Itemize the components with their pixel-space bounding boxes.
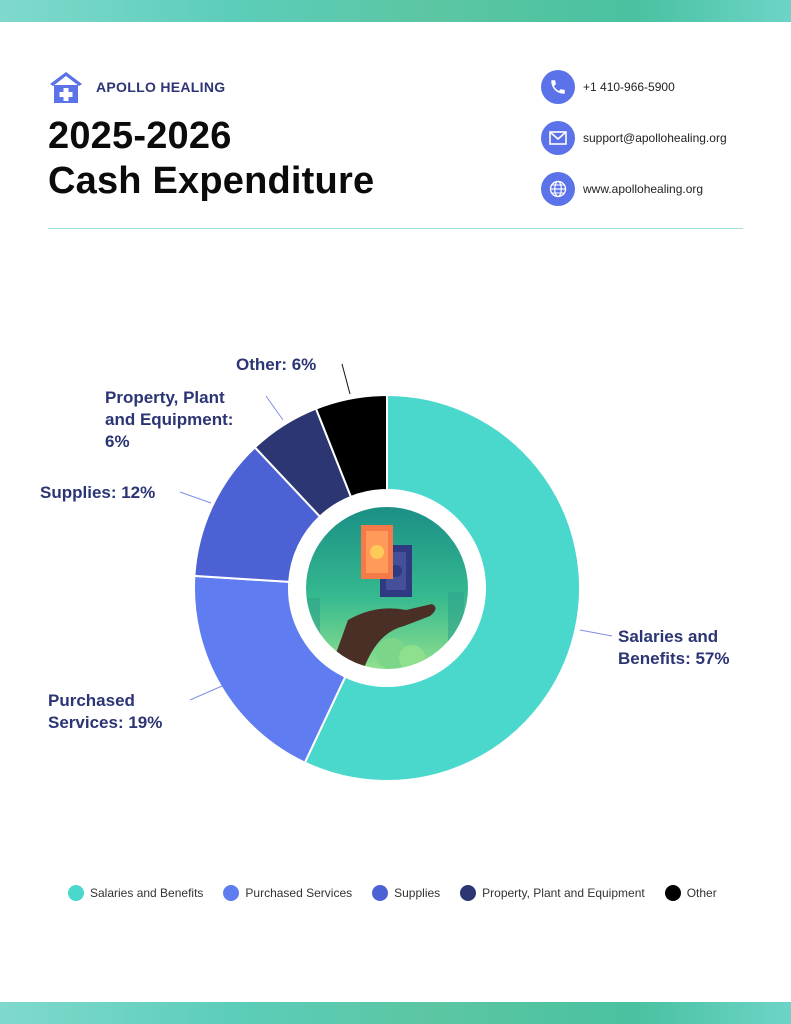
leader-line-1 (579, 629, 613, 637)
page-title: 2025-2026 Cash Expenditure (48, 114, 374, 204)
legend-label: Supplies (394, 886, 441, 900)
leader-line-3 (179, 491, 212, 504)
legend-swatch-property (460, 885, 477, 901)
chart-legend: Salaries and Benefits Purchased Services… (68, 885, 737, 901)
legend-label: Salaries and Benefits (90, 886, 204, 900)
legend-item: Purchased Services (223, 885, 352, 901)
legend-label: Property, Plant and Equipment (482, 886, 645, 900)
brand-name: APOLLO HEALING (96, 79, 226, 95)
contact-phone-text: +1 410-966-5900 (583, 80, 675, 94)
brand: APOLLO HEALING (48, 70, 225, 104)
legend-swatch-supplies (372, 885, 389, 901)
phone-icon (541, 70, 575, 104)
leader-line-2 (189, 685, 223, 701)
bottom-decorative-band (0, 1002, 791, 1024)
title-line-2: Cash Expenditure (48, 160, 375, 202)
donut-slice-2 (193, 574, 347, 764)
title-line-1: 2025-2026 (48, 115, 232, 157)
top-decorative-band (0, 0, 791, 22)
contact-email: support@apollohealing.org (541, 121, 727, 155)
legend-item: Salaries and Benefits (68, 885, 203, 901)
mail-icon (541, 121, 575, 155)
contact-list: +1 410-966-5900 support@apollohealing.or… (541, 70, 727, 223)
slice-label-1: Salaries and Benefits: 57% (618, 627, 729, 668)
legend-label: Other (686, 886, 717, 900)
contact-phone: +1 410-966-5900 (541, 70, 727, 104)
slice-label-2: Purchased Services: 19% (48, 691, 162, 732)
legend-item: Other (664, 885, 717, 901)
contact-website: www.apollohealing.org (541, 172, 727, 206)
chart-slices (193, 393, 581, 782)
legend-swatch-salaries (68, 885, 84, 901)
legend-swatch-other (664, 885, 681, 901)
legend-item: Property, Plant and Equipment (460, 885, 645, 901)
slice-label-3: Supplies: 12% (40, 483, 155, 502)
contact-email-text: support@apollohealing.org (583, 131, 727, 145)
slice-label-4: Property, Plant and Equipment: 6% (105, 388, 233, 451)
legend-label: Purchased Services (245, 886, 353, 900)
money-in-hand-illustration (306, 507, 468, 669)
globe-icon (541, 172, 575, 206)
donut-slice-5 (314, 393, 388, 499)
leader-line-5 (341, 363, 351, 395)
donut-chart: Salaries and Benefits: 57% Purchased Servic… (40, 355, 729, 782)
slice-label-5: Other: 6% (236, 355, 316, 374)
legend-item: Supplies (372, 885, 440, 901)
legend-swatch-purchased (223, 885, 240, 901)
leader-line-4 (265, 395, 284, 421)
contact-website-text: www.apollohealing.org (583, 182, 704, 196)
hospital-house-icon (50, 72, 82, 103)
donut-slice-1 (303, 393, 581, 782)
chart-labels: Salaries and Benefits: 57% Purchased Servic… (40, 355, 729, 732)
header-divider (48, 228, 743, 229)
